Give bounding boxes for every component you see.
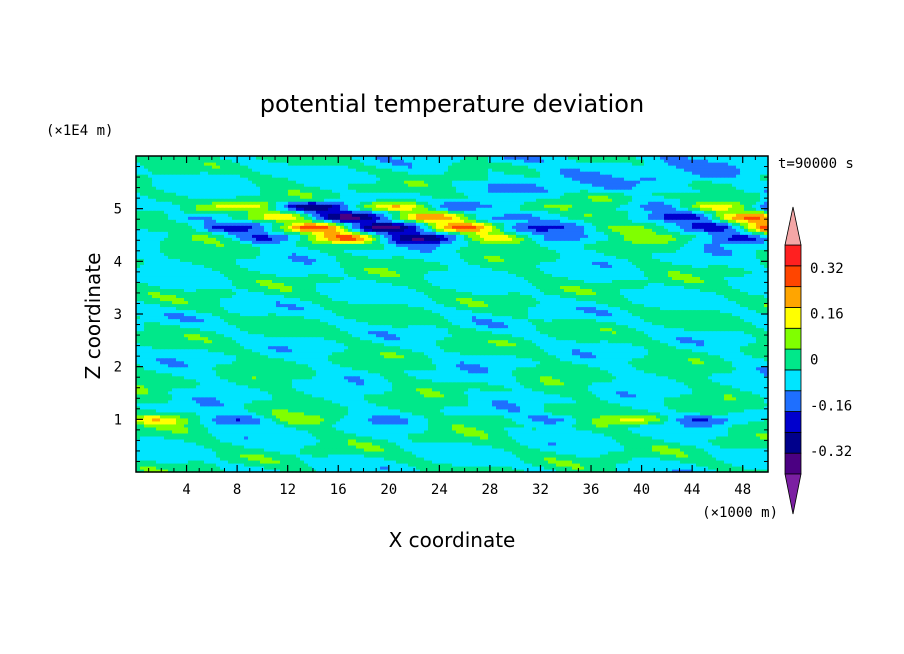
time-label: t=90000 s xyxy=(778,156,854,172)
x-unit-label: (×1000 m) xyxy=(702,505,778,521)
x-axis-label: X coordinate xyxy=(389,528,516,552)
chart-title: potential temperature deviation xyxy=(260,90,644,118)
y-axis-label: Z coordinate xyxy=(81,253,105,380)
contour-field xyxy=(136,156,769,473)
y-unit-label: (×1E4 m) xyxy=(46,123,113,139)
